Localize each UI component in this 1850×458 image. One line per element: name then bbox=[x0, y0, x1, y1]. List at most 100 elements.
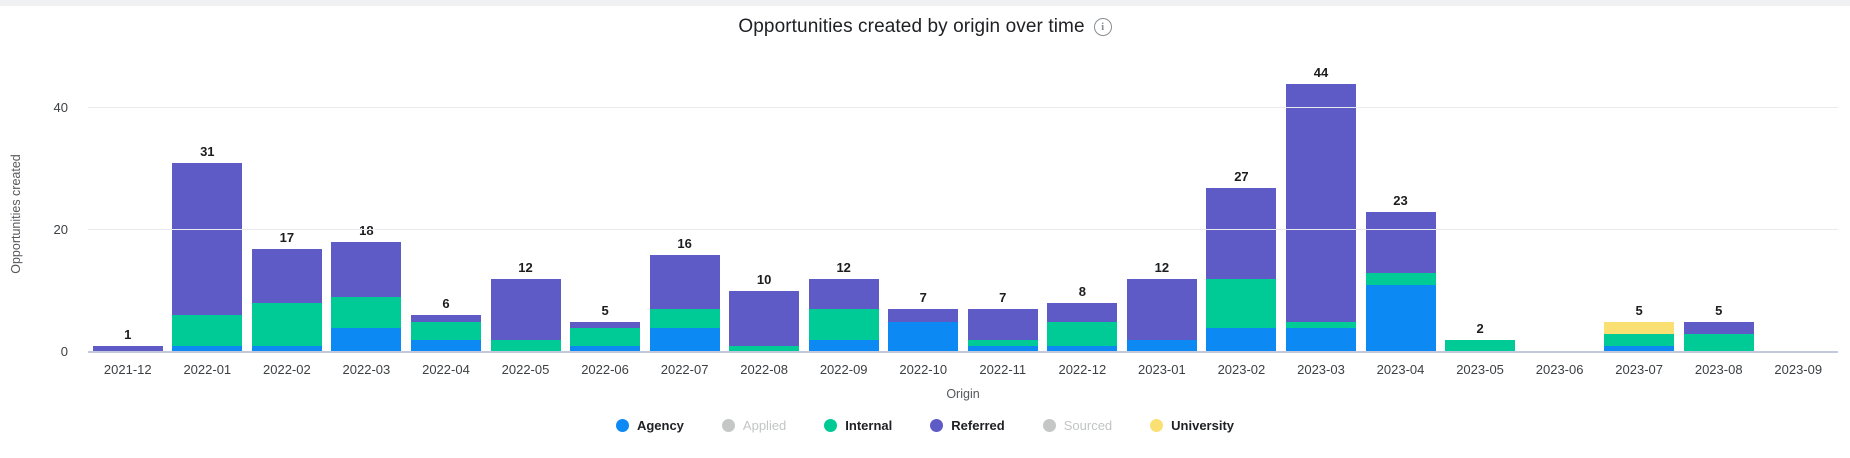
bar-segment-referred[interactable] bbox=[172, 163, 243, 316]
x-tick-label: 2023-08 bbox=[1694, 362, 1743, 377]
legend: Agency Applied Internal Referred Sourced Univ… bbox=[0, 418, 1850, 433]
x-axis-baseline bbox=[88, 351, 1838, 353]
stacked-bar bbox=[1683, 321, 1754, 352]
bar-segment-referred[interactable] bbox=[331, 242, 402, 298]
bar-segment-referred[interactable] bbox=[1365, 211, 1436, 273]
bar-slot: 5 bbox=[1679, 78, 1759, 352]
bar-segment-agency[interactable] bbox=[888, 321, 959, 352]
stacked-bar bbox=[1365, 211, 1436, 352]
bar-segment-agency[interactable] bbox=[1047, 345, 1118, 352]
bar-segment-internal[interactable] bbox=[1365, 272, 1436, 286]
bar-segment-internal[interactable] bbox=[1285, 321, 1356, 328]
bar-segment-referred[interactable] bbox=[570, 321, 641, 328]
bar-slot: 7 bbox=[963, 78, 1043, 352]
legend-dot bbox=[824, 419, 838, 432]
bar-segment-agency[interactable] bbox=[1206, 327, 1277, 352]
bar-segment-internal[interactable] bbox=[1206, 278, 1277, 328]
bar-segment-internal[interactable] bbox=[649, 309, 720, 328]
bar-total-label: 27 bbox=[1234, 168, 1249, 184]
legend-item-applied[interactable]: Applied bbox=[721, 418, 786, 433]
bar-segment-referred[interactable] bbox=[1126, 278, 1197, 340]
bar-segment-agency[interactable] bbox=[331, 327, 402, 352]
bar-segment-internal[interactable] bbox=[331, 297, 402, 328]
stacked-bar bbox=[1604, 321, 1675, 352]
stacked-bar bbox=[649, 254, 720, 352]
legend-label: Sourced bbox=[1063, 418, 1113, 433]
bar-segment-agency[interactable] bbox=[1604, 345, 1675, 352]
bar-total-label: 44 bbox=[1313, 65, 1329, 81]
bar-segment-internal[interactable] bbox=[1604, 333, 1675, 346]
bar-total-label: 8 bbox=[1078, 284, 1086, 300]
legend-item-university[interactable]: University bbox=[1150, 418, 1234, 433]
bar-segment-agency[interactable] bbox=[1365, 285, 1436, 352]
legend-label: University bbox=[1171, 418, 1235, 433]
legend-dot bbox=[721, 419, 735, 432]
bar-segment-referred[interactable] bbox=[410, 315, 481, 322]
bar-segment-referred[interactable] bbox=[967, 309, 1038, 340]
y-tick-label: 20 bbox=[53, 222, 68, 238]
bar-segment-referred[interactable] bbox=[92, 345, 163, 352]
bar-segment-internal[interactable] bbox=[967, 339, 1038, 346]
legend-dot bbox=[615, 419, 629, 432]
bar-segment-agency[interactable] bbox=[967, 345, 1038, 352]
x-axis-title: Origin bbox=[946, 387, 980, 401]
stacked-bar bbox=[331, 242, 402, 352]
bar-segment-referred[interactable] bbox=[808, 278, 879, 310]
bar-total-label: 31 bbox=[200, 144, 215, 160]
bar-segment-agency[interactable] bbox=[1126, 339, 1197, 352]
bar-segment-internal[interactable] bbox=[410, 321, 481, 340]
bar-segment-internal[interactable] bbox=[172, 315, 243, 346]
legend-item-referred[interactable]: Referred bbox=[930, 418, 1005, 433]
legend-item-agency[interactable]: Agency bbox=[615, 418, 684, 433]
bar-segment-referred[interactable] bbox=[490, 278, 561, 340]
bar-segment-referred[interactable] bbox=[1206, 187, 1277, 279]
bar-segment-referred[interactable] bbox=[729, 291, 800, 346]
bar-segment-internal[interactable] bbox=[1445, 339, 1516, 352]
y-tick-label: 0 bbox=[60, 344, 68, 359]
legend-item-internal[interactable]: Internal bbox=[824, 418, 892, 433]
bar-slot: 1 bbox=[88, 78, 168, 352]
bar-slot: 23 bbox=[1361, 78, 1441, 352]
bar-segment-internal[interactable] bbox=[808, 309, 879, 340]
info-icon[interactable]: i bbox=[1093, 18, 1112, 36]
bar-segment-internal[interactable] bbox=[570, 327, 641, 346]
bar-slot: 5 bbox=[565, 78, 645, 352]
bar-segment-referred[interactable] bbox=[1285, 84, 1356, 322]
bar-slot: 12 bbox=[1122, 78, 1202, 352]
bar-segment-referred[interactable] bbox=[1683, 321, 1754, 334]
bar-segment-internal[interactable] bbox=[251, 303, 322, 346]
legend-dot bbox=[930, 419, 944, 432]
bar-total-label: 5 bbox=[1715, 302, 1723, 318]
page-background-strip bbox=[0, 0, 1850, 6]
bar-slot: 31 bbox=[168, 78, 248, 352]
legend-label: Agency bbox=[636, 418, 684, 433]
bar-segment-internal[interactable] bbox=[490, 339, 561, 352]
bar-slot: 27 bbox=[1202, 78, 1282, 352]
bar-total-label: 12 bbox=[518, 259, 533, 275]
bar-slot: 17 bbox=[247, 78, 327, 352]
bars-row: 1 31 17 18 6 12 5 16 10 12 7 7 8 12 27 44 23 2 5 5 bbox=[88, 65, 1838, 352]
bar-segment-referred[interactable] bbox=[251, 248, 322, 304]
bar-segment-agency[interactable] bbox=[251, 345, 322, 352]
bar-segment-university[interactable] bbox=[1604, 321, 1675, 334]
x-tick-label: 2023-04 bbox=[1376, 362, 1425, 377]
bar-slot: 12 bbox=[486, 78, 566, 352]
y-tick-labels: 0 20 40 bbox=[36, 78, 76, 359]
bar-segment-agency[interactable] bbox=[570, 345, 641, 352]
bar-segment-internal[interactable] bbox=[1683, 333, 1754, 352]
bar-segment-agency[interactable] bbox=[1285, 327, 1356, 352]
stacked-bar bbox=[888, 309, 959, 352]
y-tick-label: 40 bbox=[53, 100, 68, 116]
bar-segment-internal[interactable] bbox=[1047, 321, 1118, 346]
bar-segment-agency[interactable] bbox=[649, 327, 720, 352]
x-tick-label: 2022-09 bbox=[819, 362, 868, 377]
legend-item-sourced[interactable]: Sourced bbox=[1042, 418, 1113, 433]
bar-segment-agency[interactable] bbox=[410, 339, 481, 352]
bar-segment-referred[interactable] bbox=[888, 309, 959, 322]
bar-segment-agency[interactable] bbox=[808, 339, 879, 352]
bar-segment-internal[interactable] bbox=[729, 345, 800, 352]
bar-segment-referred[interactable] bbox=[1047, 303, 1118, 322]
bar-slot: 44 bbox=[1281, 65, 1361, 352]
bar-segment-agency[interactable] bbox=[172, 345, 243, 352]
bar-segment-referred[interactable] bbox=[649, 254, 720, 310]
